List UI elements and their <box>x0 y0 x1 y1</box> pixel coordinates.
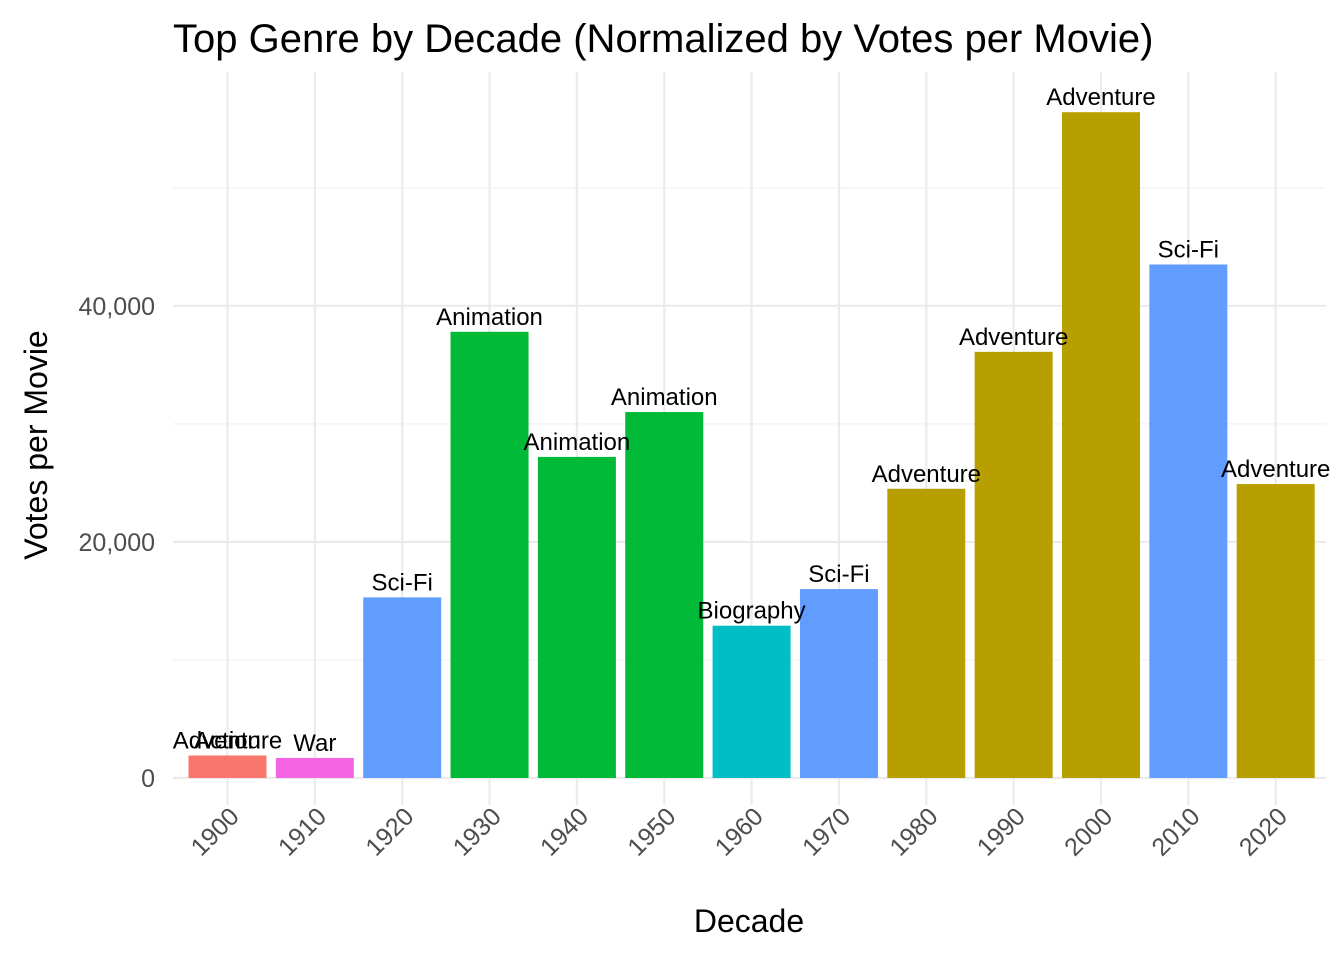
x-tick-label: 1990 <box>972 802 1031 861</box>
bars <box>188 112 1315 778</box>
x-axis-ticks: 1900 1910 1920 1930 1940 1950 1960 1970 1980 1990… <box>186 802 1293 861</box>
bar-1940-animation <box>537 456 616 778</box>
x-tick-label: 1940 <box>535 802 594 861</box>
bar-1980-adventure <box>887 488 966 778</box>
bar-2010-sci-fi <box>1149 264 1228 778</box>
x-tick-label: 1970 <box>797 802 856 861</box>
x-tick-label: 1910 <box>273 802 332 861</box>
x-tick-label: 1960 <box>710 802 769 861</box>
x-tick-label: 1900 <box>186 802 245 861</box>
bar-1950-animation <box>625 412 704 778</box>
bar-label: Sci-Fi <box>1158 236 1219 263</box>
bar-1910-war <box>275 757 354 778</box>
y-axis-title: Votes per Movie <box>18 330 54 559</box>
x-tick-label: 1980 <box>884 802 943 861</box>
bar-2000-adventure <box>1062 112 1140 778</box>
y-tick-label: 40,000 <box>79 293 155 321</box>
x-tick-label: 2010 <box>1146 802 1205 861</box>
y-tick-label: 0 <box>141 765 155 793</box>
bar-label: War <box>293 730 336 757</box>
bar-label: Action <box>194 728 261 755</box>
bar-label: Adventure <box>173 728 282 755</box>
bar-label: Adventure <box>1221 456 1330 483</box>
bar-label: Animation <box>524 429 631 456</box>
y-axis-ticks: 0 20,000 40,000 <box>79 293 155 793</box>
bar-1990-adventure <box>974 351 1053 778</box>
bar-1960-biography <box>712 625 791 778</box>
bar-1920-sci-fi <box>363 597 442 778</box>
x-tick-label: 2000 <box>1059 802 1118 861</box>
bar-1970-sci-fi <box>799 589 878 778</box>
bar-label: Animation <box>436 304 543 331</box>
bar-label: Animation <box>611 384 718 411</box>
y-tick-label: 20,000 <box>79 529 155 557</box>
x-tick-label: 1930 <box>448 802 507 861</box>
x-tick-label: 1920 <box>360 802 419 861</box>
x-axis-title: Decade <box>694 903 804 939</box>
bar-1930-animation <box>450 331 529 778</box>
bar-label: Adventure <box>959 324 1068 351</box>
bar-2020-adventure <box>1236 484 1315 778</box>
bar-label: Sci-Fi <box>372 569 433 596</box>
x-tick-label: 1950 <box>622 802 681 861</box>
bar-label: Sci-Fi <box>808 561 869 588</box>
bar-label: Adventure <box>1046 84 1155 111</box>
bar-label: Biography <box>698 598 806 625</box>
bar-1900-action <box>188 755 267 778</box>
x-tick-label: 2020 <box>1234 802 1293 861</box>
bar-label: Adventure <box>872 461 981 488</box>
chart-title: Top Genre by Decade (Normalized by Votes… <box>173 17 1153 61</box>
